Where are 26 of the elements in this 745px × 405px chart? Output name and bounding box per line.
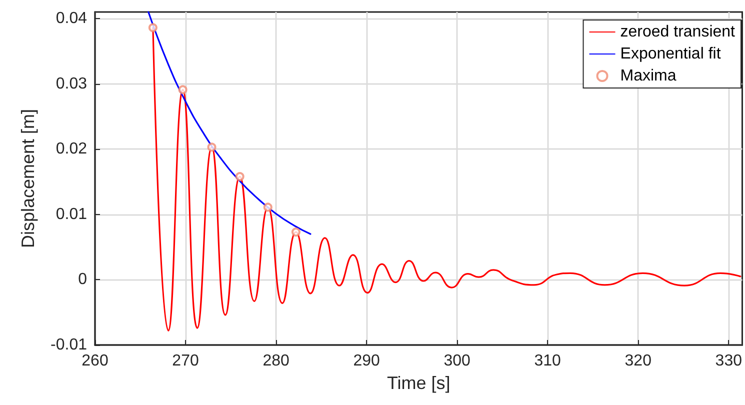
x-tick-label: 310: [534, 352, 562, 370]
x-tick-label: 290: [353, 352, 380, 370]
legend-label: Exponential fit: [620, 46, 722, 62]
y-tick-label: -0.01: [50, 336, 88, 354]
x-axis-title: Time [s]: [386, 372, 450, 393]
point: [178, 85, 188, 94]
point: [263, 202, 272, 212]
x-tick-label: 300: [444, 352, 471, 370]
y-tick-label: 0: [78, 271, 88, 288]
legend-label: zeroed transient: [620, 24, 736, 40]
point: [235, 172, 244, 182]
x-tick-label: 320: [624, 352, 652, 370]
line-series: [148, 11, 312, 235]
x-tick-label: 270: [172, 352, 199, 370]
y-axis-title: Displacement [m]: [18, 108, 38, 248]
y-tick-label: 0.04: [56, 10, 88, 28]
y-tick-label: 0.03: [56, 75, 88, 92]
legend-label: Maxima: [620, 68, 676, 84]
x-tick-label: 260: [82, 352, 108, 370]
y-tick-label: 0.02: [56, 140, 88, 158]
x-tick-label: 280: [262, 352, 290, 370]
x-tick-label: 330: [715, 352, 742, 370]
point: [207, 142, 216, 152]
point: [291, 228, 300, 237]
y-tick-label: 0.01: [56, 206, 88, 223]
point: [148, 23, 158, 32]
